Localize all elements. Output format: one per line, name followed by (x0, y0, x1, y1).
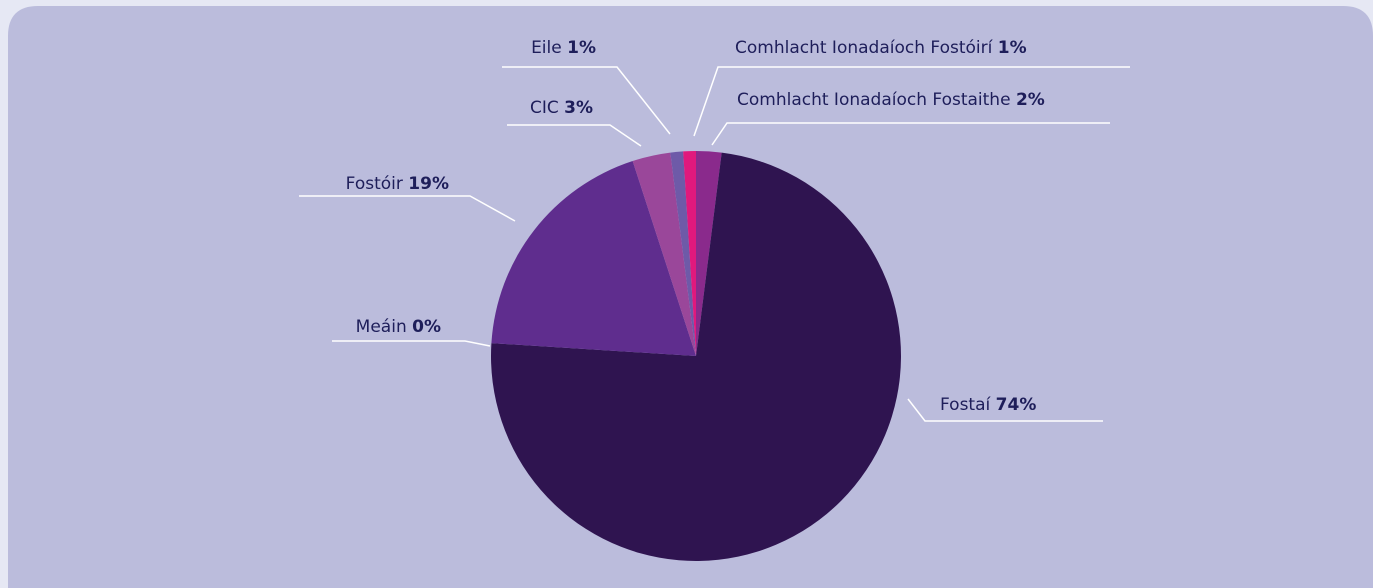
slice-label: Meáin 0% (356, 317, 441, 337)
leader-line (711, 122, 1110, 146)
slice-name: Meáin (356, 317, 407, 337)
slice-label: CIC 3% (530, 98, 593, 118)
slice-name: Eile (531, 38, 562, 58)
slice-name: CIC (530, 98, 559, 118)
slice-label: Comhlacht Ionadaíoch Fostaithe 2% (737, 90, 1045, 110)
leader-line (502, 66, 671, 135)
slice-value: 1% (998, 38, 1027, 58)
slice-value: 2% (1016, 90, 1045, 110)
slice-name: Fostaí (940, 395, 992, 415)
pie-slice (683, 151, 696, 356)
slice-label: Eile 1% (531, 38, 596, 58)
leader-line (332, 340, 491, 347)
leader-line (907, 398, 1103, 422)
slice-value: 3% (564, 98, 593, 118)
slice-label: Comhlacht Ionadaíoch Fostóirí 1% (735, 38, 1027, 58)
leader-line (693, 66, 1130, 137)
slice-value: 0% (412, 317, 441, 337)
slice-value: 19% (408, 174, 449, 194)
pie-slice (491, 152, 901, 561)
pie-slice (491, 161, 696, 356)
slice-value: 1% (567, 38, 596, 58)
slice-value: 74% (996, 395, 1037, 415)
slice-name: Comhlacht Ionadaíoch Fostaithe (737, 90, 1011, 110)
pie-slice (670, 151, 696, 356)
leader-line (299, 195, 516, 222)
slice-label: Fostóir 19% (346, 174, 449, 194)
labels: Comhlacht Ionadaíoch Fostaithe 2% Fostaí … (299, 38, 1130, 422)
pie-slice (696, 151, 722, 356)
pie (491, 151, 901, 561)
pie-slice (632, 152, 696, 356)
slice-name: Comhlacht Ionadaíoch Fostóirí (735, 38, 994, 58)
slice-label: Fostaí 74% (940, 395, 1036, 415)
slice-name: Fostóir (346, 174, 403, 194)
leader-line (507, 124, 642, 147)
